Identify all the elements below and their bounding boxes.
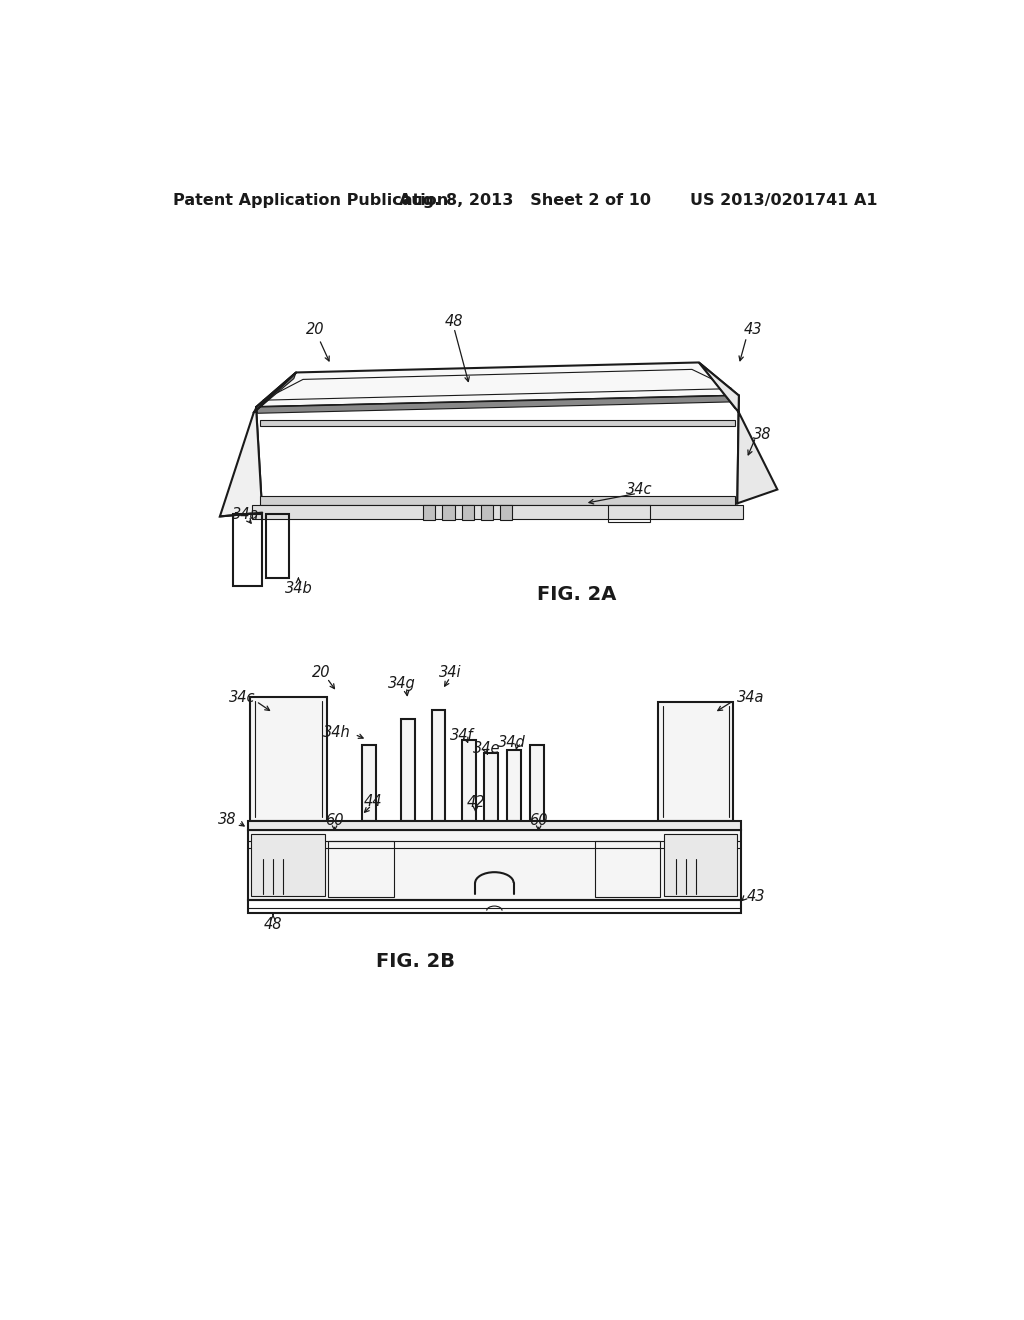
Text: 34i: 34i [439, 665, 462, 680]
Text: 44: 44 [364, 793, 382, 809]
Polygon shape [462, 506, 474, 520]
Text: US 2013/0201741 A1: US 2013/0201741 A1 [690, 193, 878, 209]
Polygon shape [400, 719, 415, 821]
Text: Aug. 8, 2013   Sheet 2 of 10: Aug. 8, 2013 Sheet 2 of 10 [398, 193, 651, 209]
Text: 34a: 34a [737, 690, 765, 705]
Text: 38: 38 [218, 812, 237, 826]
Polygon shape [362, 744, 376, 821]
Polygon shape [432, 710, 445, 821]
Text: 34h: 34h [323, 725, 351, 741]
Text: 34e: 34e [472, 741, 500, 756]
Text: Patent Application Publication: Patent Application Publication [173, 193, 449, 209]
Text: 42: 42 [466, 795, 484, 809]
Polygon shape [665, 834, 737, 896]
Polygon shape [442, 506, 455, 520]
Polygon shape [698, 363, 777, 503]
Polygon shape [250, 697, 327, 821]
Polygon shape [507, 750, 521, 821]
Text: 20: 20 [312, 665, 331, 680]
Text: 34a: 34a [232, 507, 260, 521]
Polygon shape [256, 396, 739, 413]
Text: 38: 38 [753, 426, 771, 442]
Polygon shape [252, 506, 742, 519]
Polygon shape [658, 702, 733, 821]
Text: 60: 60 [529, 813, 548, 828]
Text: 43: 43 [746, 888, 765, 904]
Text: 34f: 34f [450, 729, 473, 743]
Bar [248, 821, 741, 830]
Text: FIG. 2B: FIG. 2B [376, 952, 455, 972]
Text: 34b: 34b [285, 581, 312, 595]
Text: 48: 48 [444, 314, 463, 329]
Polygon shape [530, 744, 544, 821]
Polygon shape [248, 830, 741, 900]
Polygon shape [252, 834, 325, 896]
Polygon shape [500, 506, 512, 520]
Polygon shape [256, 363, 739, 407]
Polygon shape [220, 372, 296, 516]
Polygon shape [484, 752, 498, 821]
Text: 34g: 34g [388, 676, 416, 692]
Polygon shape [481, 506, 494, 520]
Polygon shape [423, 506, 435, 520]
Text: 20: 20 [306, 322, 325, 337]
Text: 34c: 34c [626, 482, 652, 498]
Text: 34c: 34c [228, 690, 255, 705]
Text: FIG. 2A: FIG. 2A [538, 586, 616, 605]
Text: 60: 60 [326, 813, 344, 828]
Polygon shape [463, 739, 476, 821]
Polygon shape [260, 420, 735, 426]
Text: 34d: 34d [498, 735, 525, 750]
Polygon shape [256, 396, 739, 512]
Text: 43: 43 [743, 322, 762, 337]
Polygon shape [260, 496, 735, 506]
Polygon shape [253, 372, 296, 413]
Text: 48: 48 [264, 917, 283, 932]
